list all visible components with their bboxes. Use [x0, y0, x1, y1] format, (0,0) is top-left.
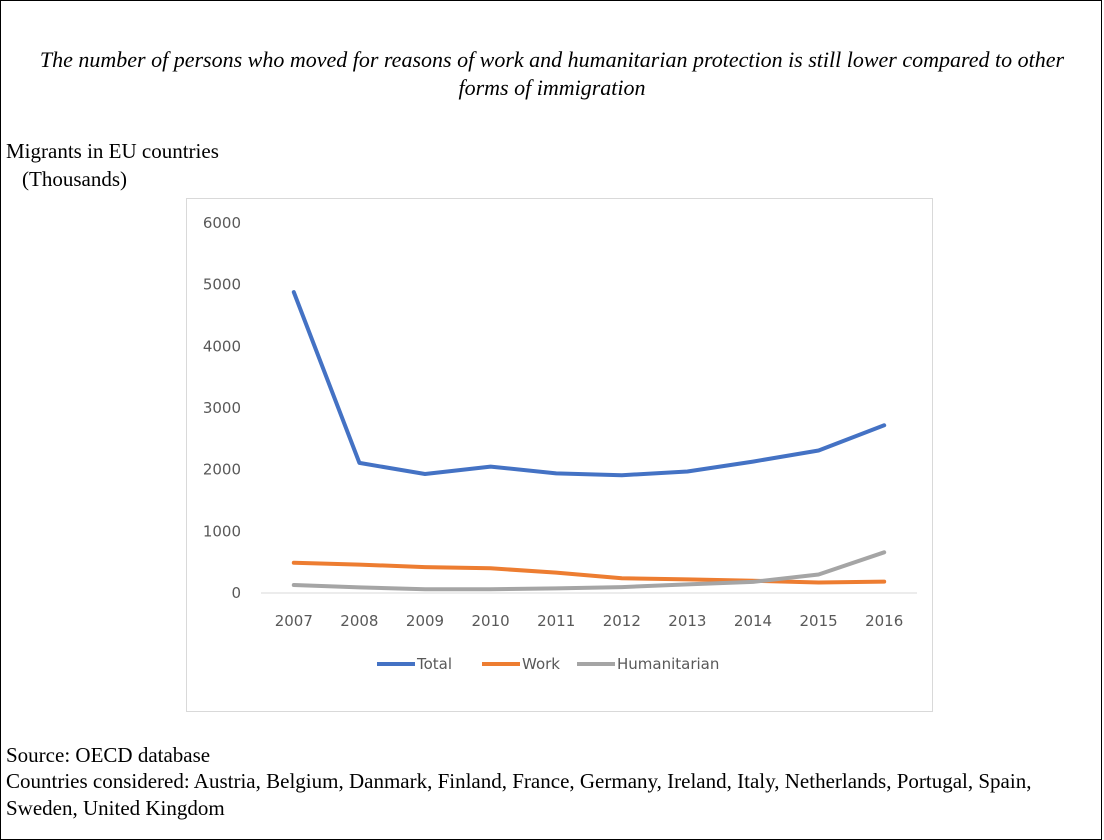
chart-area: 0 1000 2000 3000 4000 5000 6000 2007 2008 2009 20…: [186, 198, 933, 712]
data-point-humanitarian: [621, 586, 623, 588]
data-point-total: [818, 450, 820, 452]
data-point-humanitarian: [752, 581, 754, 583]
data-point-work: [818, 582, 820, 584]
data-point-total: [686, 471, 688, 473]
series-line-work: [291, 560, 887, 585]
y-axis-unit-label: (Thousands): [22, 167, 127, 191]
data-point-work: [358, 564, 360, 566]
series-line-humanitarian: [291, 550, 887, 592]
data-point-total: [424, 473, 426, 475]
x-tick-label: 2015: [800, 612, 838, 630]
x-tick-label: 2010: [472, 612, 510, 630]
x-tick-label: 2014: [734, 612, 772, 630]
y-tick-label: 0: [231, 584, 241, 602]
y-axis-label: Migrants in EU countries: [6, 139, 219, 163]
x-tick-label: 2009: [406, 612, 444, 630]
legend-label-total: Total: [416, 655, 452, 673]
series-line-total: [291, 290, 887, 478]
line-chart: 0 1000 2000 3000 4000 5000 6000 2007 2008 2009 20…: [203, 214, 917, 673]
x-tick-label: 2012: [603, 612, 641, 630]
data-point-work: [883, 581, 885, 583]
data-point-total: [621, 474, 623, 476]
data-point-humanitarian: [555, 587, 557, 589]
x-tick-label: 2007: [275, 612, 313, 630]
countries-note: Countries considered: Austria, Belgium, …: [6, 769, 1032, 820]
y-tick-label: 1000: [203, 522, 241, 540]
y-tick-label: 5000: [203, 276, 241, 294]
x-tick-label: 2016: [865, 612, 903, 630]
data-point-humanitarian: [818, 574, 820, 575]
data-point-humanitarian: [293, 584, 295, 586]
data-point-humanitarian: [686, 583, 688, 585]
x-tick-label: 2008: [340, 612, 378, 630]
data-point-total: [293, 291, 295, 293]
data-point-total: [752, 461, 754, 463]
y-tick-label: 3000: [203, 399, 241, 417]
data-point-humanitarian: [424, 588, 426, 590]
legend-label-humanitarian: Humanitarian: [617, 655, 719, 673]
chart-subtitle: The number of persons who moved for reas…: [39, 47, 1065, 100]
data-point-humanitarian: [358, 586, 360, 588]
data-point-work: [424, 566, 426, 568]
data-point-humanitarian: [490, 588, 492, 590]
y-tick-label: 2000: [203, 461, 241, 479]
data-point-total: [555, 472, 557, 474]
x-tick-label: 2011: [537, 612, 575, 630]
data-point-work: [686, 578, 688, 580]
y-tick-label: 6000: [203, 214, 241, 232]
data-point-total: [358, 462, 360, 464]
source-note: Source: OECD database: [6, 743, 211, 767]
legend-label-work: Work: [522, 655, 560, 673]
data-point-work: [490, 567, 492, 569]
y-tick-label: 4000: [203, 337, 241, 355]
data-point-work: [555, 572, 557, 574]
x-tick-label: 2013: [668, 612, 706, 630]
data-point-humanitarian: [883, 551, 885, 553]
data-point-total: [490, 466, 492, 468]
data-point-work: [621, 577, 623, 579]
data-point-work: [293, 562, 295, 564]
data-point-total: [883, 424, 885, 426]
